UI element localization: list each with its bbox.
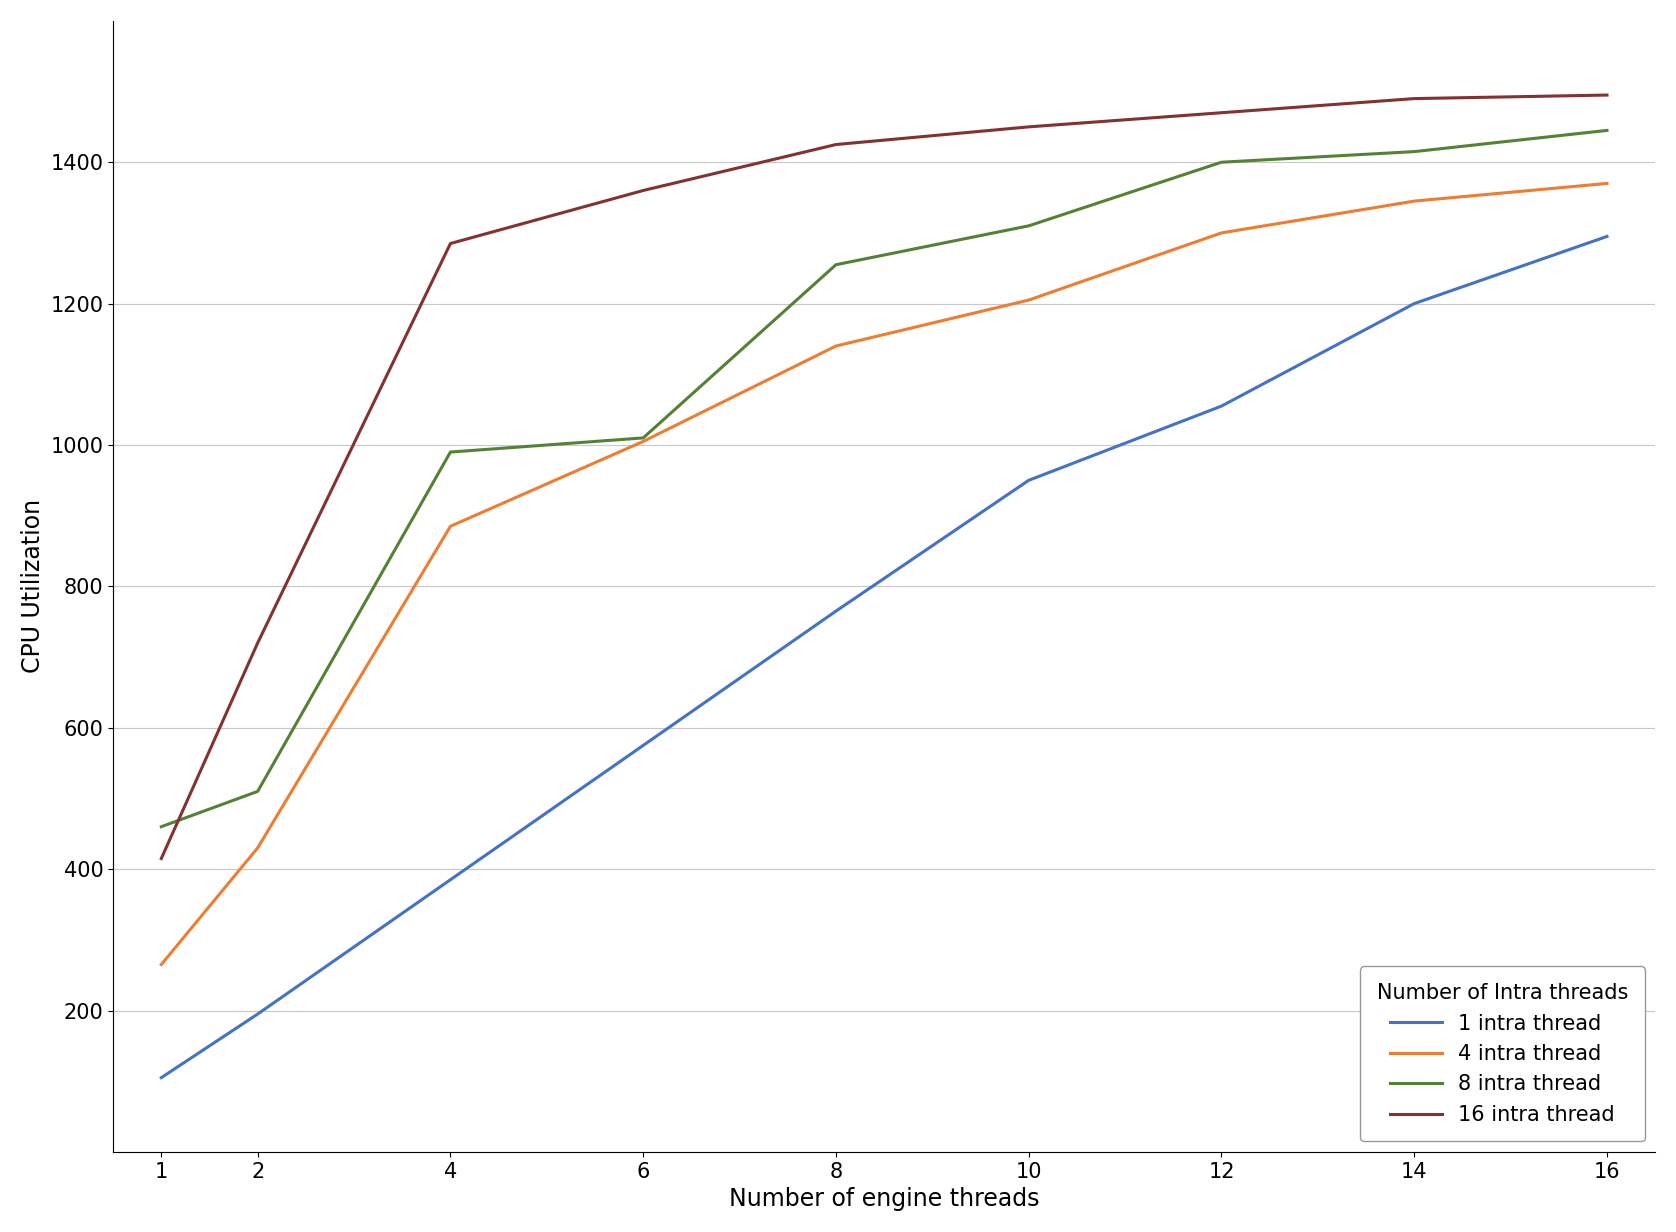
- 4 intra thread: [1597, 176, 1617, 191]
- 4 intra thread: [441, 519, 461, 533]
- 4 intra thread: [1212, 225, 1232, 240]
- 8 intra thread: [634, 430, 654, 445]
- 1 intra thread: [248, 1007, 268, 1021]
- 1 intra thread: [634, 738, 654, 753]
- 1 intra thread: [826, 604, 846, 618]
- Y-axis label: CPU Utilization: CPU Utilization: [20, 499, 45, 674]
- 1 intra thread: [151, 1071, 171, 1085]
- 16 intra thread: [441, 237, 461, 251]
- 8 intra thread: [1019, 218, 1039, 233]
- 16 intra thread: [248, 636, 268, 650]
- 1 intra thread: [1597, 229, 1617, 244]
- 8 intra thread: [1212, 155, 1232, 170]
- Line: 8 intra thread: 8 intra thread: [161, 131, 1607, 827]
- 16 intra thread: [1212, 106, 1232, 121]
- 1 intra thread: [1019, 473, 1039, 488]
- 8 intra thread: [248, 784, 268, 798]
- 4 intra thread: [1404, 193, 1425, 208]
- 16 intra thread: [1597, 87, 1617, 102]
- 16 intra thread: [1019, 120, 1039, 134]
- 1 intra thread: [1404, 296, 1425, 310]
- 8 intra thread: [1404, 144, 1425, 159]
- 1 intra thread: [1212, 399, 1232, 414]
- X-axis label: Number of engine threads: Number of engine threads: [729, 1188, 1039, 1211]
- Line: 1 intra thread: 1 intra thread: [161, 237, 1607, 1078]
- 4 intra thread: [151, 957, 171, 972]
- 16 intra thread: [826, 137, 846, 152]
- 16 intra thread: [151, 851, 171, 866]
- 4 intra thread: [1019, 293, 1039, 308]
- 8 intra thread: [151, 819, 171, 834]
- 8 intra thread: [441, 445, 461, 460]
- 4 intra thread: [826, 339, 846, 354]
- 1 intra thread: [441, 872, 461, 887]
- 8 intra thread: [826, 257, 846, 272]
- Line: 4 intra thread: 4 intra thread: [161, 184, 1607, 965]
- 4 intra thread: [248, 840, 268, 855]
- 4 intra thread: [634, 434, 654, 448]
- Line: 16 intra thread: 16 intra thread: [161, 95, 1607, 859]
- Legend: 1 intra thread, 4 intra thread, 8 intra thread, 16 intra thread: 1 intra thread, 4 intra thread, 8 intra …: [1359, 966, 1644, 1142]
- 16 intra thread: [1404, 91, 1425, 106]
- 8 intra thread: [1597, 123, 1617, 138]
- 16 intra thread: [634, 184, 654, 198]
